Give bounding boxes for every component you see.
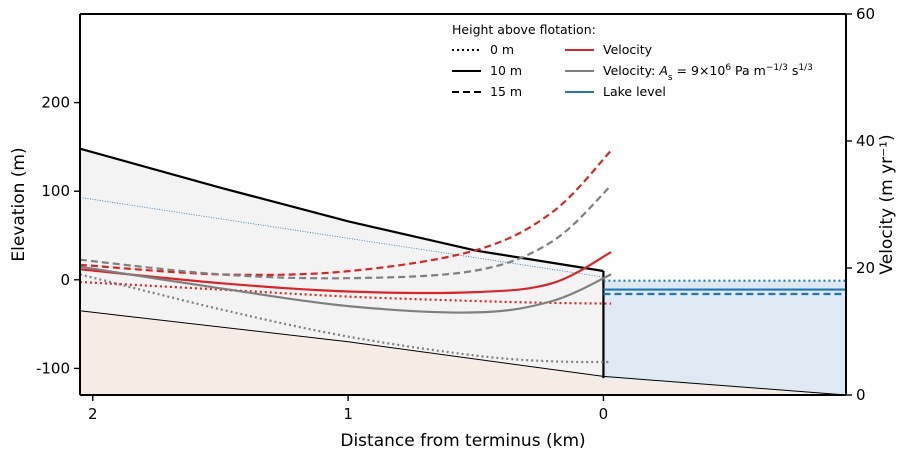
y-tick-label: 200: [41, 94, 70, 112]
flotation-reference-line: [79, 197, 604, 278]
legend-label: 10 m: [490, 63, 522, 78]
legend-label-part: −1/3: [766, 63, 788, 73]
y2-tick-label: 40: [856, 132, 875, 150]
ice-surface-line: [79, 147, 604, 273]
y-axis-title: Elevation (m): [9, 147, 29, 261]
velocity-series-line: [79, 265, 612, 314]
x-axis-title: Distance from terminus (km): [340, 431, 585, 451]
lake-fill: [603, 280, 846, 395]
legend-label-part: = 9×10: [673, 63, 726, 78]
velocity-series-line: [79, 273, 612, 364]
legend-label: Lake level: [603, 84, 666, 99]
legend-label-part: s: [788, 63, 799, 78]
legend-label: 15 m: [490, 84, 522, 99]
axes: 2 1 0 -100 0 100 200 0 20 40 60 Distance from termi…: [9, 5, 897, 451]
y-tick-label: 100: [41, 182, 70, 200]
y2-tick-label: 0: [856, 386, 866, 404]
legend-label-part: 6: [725, 63, 731, 73]
legend: Height above flotation: 0 m 10 m 15 m Veloci…: [452, 22, 813, 99]
legend-label-part: Pa m: [731, 63, 766, 78]
legend-label: Velocity: [603, 42, 653, 57]
y2-axis-title: Velocity (m yr⁻¹): [877, 134, 897, 274]
legend-label-part: A: [658, 63, 668, 78]
x-tick-label: 1: [343, 405, 353, 423]
legend-label-part: s: [668, 73, 673, 83]
velocity-series-line: [79, 280, 612, 305]
y2-tick-label: 20: [856, 259, 875, 277]
x-tick-label: 2: [88, 405, 98, 423]
bed-line: [79, 310, 847, 396]
legend-label-part: Velocity:: [603, 63, 659, 78]
velocity-series-line: [79, 184, 612, 280]
x-tick-label: 0: [599, 405, 609, 423]
ice-fill: [80, 148, 604, 379]
bedrock-fill: [80, 310, 846, 395]
legend-label: 0 m: [490, 42, 514, 57]
region-fills: [80, 148, 846, 395]
y-tick-label: -100: [36, 359, 70, 377]
y-tick-label: 0: [60, 271, 70, 289]
velocity-series-line: [79, 251, 612, 295]
legend-label: Velocity: As = 9×106 Pa m−1/3 s1/3: [603, 63, 813, 83]
legend-label-part: 1/3: [798, 63, 812, 73]
y2-tick-label: 60: [856, 5, 875, 23]
chart-marks: [79, 147, 847, 396]
legend-title: Height above flotation:: [452, 22, 596, 37]
